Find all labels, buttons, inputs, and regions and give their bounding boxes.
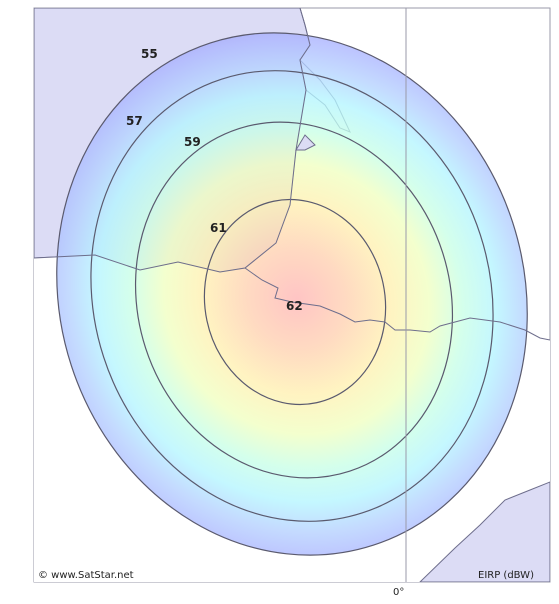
contour-57-line (90, 70, 494, 522)
contour-label-59: 59 (184, 135, 201, 149)
contour-61-line (203, 198, 387, 406)
contour-59-line (134, 121, 454, 479)
contour-label-62: 62 (286, 299, 303, 313)
island-outline (295, 134, 316, 151)
units-label: EIRP (dBW) (478, 570, 534, 581)
coastline (34, 8, 311, 273)
contour-label-61: 61 (210, 221, 227, 235)
land-southeast (419, 481, 550, 582)
contour-label-55: 55 (141, 47, 158, 61)
meridian-label: 0° (393, 587, 404, 598)
copyright-text: © www.SatStar.net (38, 570, 134, 581)
contour-label-57: 57 (126, 114, 143, 128)
national-border (244, 267, 550, 341)
